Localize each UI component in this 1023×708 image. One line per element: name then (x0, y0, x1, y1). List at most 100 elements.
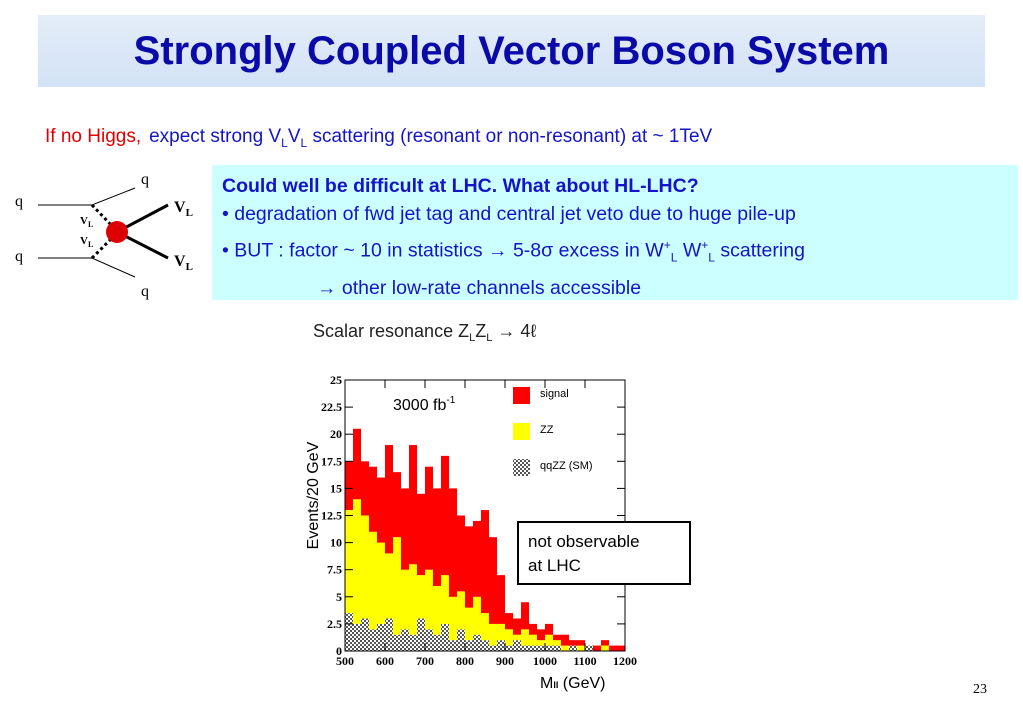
intro-sub: L (281, 135, 288, 150)
note-line: at LHC (528, 556, 581, 575)
bar (465, 526, 473, 608)
bar (361, 461, 369, 516)
y-tick-label: 10 (330, 536, 342, 550)
bar (561, 634, 569, 646)
y-tick-label: 7.5 (327, 563, 342, 577)
bar (369, 531, 377, 630)
bar (385, 618, 393, 651)
bar (593, 645, 601, 651)
legend-swatch (513, 423, 530, 440)
bar (465, 640, 473, 651)
blob (106, 221, 128, 243)
bar (441, 575, 449, 624)
x-axis-label-part: ll (553, 680, 558, 690)
bar (537, 645, 545, 651)
t: V (80, 235, 88, 247)
bar (489, 623, 497, 646)
y-tick-label: 22.5 (321, 400, 342, 414)
sup: + (663, 238, 671, 252)
note-box (517, 521, 691, 585)
text: • BUT : factor ~ 10 in statistics (222, 239, 489, 262)
bar (417, 618, 425, 651)
bar (425, 629, 433, 651)
bar (473, 596, 481, 635)
bar (545, 634, 553, 646)
intro-text: V (287, 126, 301, 147)
slide-title: Strongly Coupled Vector Boson System (38, 15, 985, 87)
bar (353, 499, 361, 624)
bar (433, 488, 441, 586)
bar (361, 618, 369, 651)
bar (617, 645, 625, 651)
bar (497, 623, 505, 641)
bar (569, 645, 577, 651)
x-tick-label: 900 (496, 654, 514, 668)
bar (577, 645, 585, 651)
bar (513, 640, 521, 651)
bar (609, 645, 617, 651)
bar (425, 569, 433, 630)
x-axis-label-part: M (540, 675, 553, 692)
chart-title: Scalar resonance ZLZL → 4ℓ (313, 321, 536, 344)
bar (529, 645, 537, 651)
bar (497, 575, 505, 624)
t: L (186, 261, 193, 273)
bar (529, 634, 537, 646)
label: VL (174, 253, 193, 273)
bar (553, 645, 561, 651)
annotation-sup: -1 (446, 395, 455, 406)
sup: + (701, 238, 709, 252)
bar (601, 640, 609, 646)
y-tick-label: 2.5 (327, 617, 342, 631)
t: Z (475, 321, 486, 341)
bar (393, 472, 401, 538)
bar (545, 645, 553, 651)
sigma: σ (541, 239, 554, 262)
bar (401, 488, 409, 570)
bar (345, 510, 353, 614)
legend-label: qqZZ (SM) (540, 460, 593, 472)
x-tick-label: 1200 (613, 654, 637, 668)
legend-swatch (513, 387, 530, 404)
text: 5-8 (507, 239, 542, 262)
label: q (15, 193, 23, 210)
bar (401, 569, 409, 630)
quark-line (38, 187, 136, 206)
bar (513, 634, 521, 641)
bar (449, 488, 457, 597)
bar (505, 629, 513, 646)
y-tick-label: 20 (330, 427, 342, 441)
bar (481, 510, 489, 614)
box-line: • degradation of fwd jet tag and central… (222, 203, 796, 225)
x-tick-label: 1000 (533, 654, 557, 668)
bar (417, 575, 425, 619)
bar (521, 602, 529, 630)
intro-text: scattering (resonant or non-resonant) at… (307, 126, 713, 147)
y-tick-label: 5 (336, 590, 342, 604)
bar (441, 623, 449, 651)
text: excess in W (553, 239, 664, 262)
y-tick-label: 0 (336, 644, 342, 658)
text: scattering (714, 239, 805, 262)
bar (377, 477, 385, 543)
note-line: not observable (528, 532, 640, 551)
chart: Scalar resonance ZLZL → 4ℓ 02.557.51012.… (305, 321, 691, 692)
bar (449, 596, 457, 641)
bar (449, 640, 457, 651)
bar (377, 542, 385, 624)
bar (601, 645, 609, 651)
y-tick-label: 17.5 (321, 454, 342, 468)
bar (385, 445, 393, 554)
x-axis-label-part: (GeV) (558, 675, 605, 692)
bar (425, 466, 433, 570)
intro: If no Higgs, expect strong VLVL scatterin… (45, 126, 712, 150)
intro-lead: If no Higgs, (45, 126, 142, 147)
y-tick-label: 25 (330, 373, 342, 387)
bar (361, 515, 369, 619)
t: Scalar resonance Z (313, 321, 469, 341)
y-tick-label: 15 (330, 481, 342, 495)
intro-text: expect strong V (149, 126, 282, 147)
bar (393, 634, 401, 651)
x-tick-label: 600 (376, 654, 394, 668)
x-tick-label: 700 (416, 654, 434, 668)
